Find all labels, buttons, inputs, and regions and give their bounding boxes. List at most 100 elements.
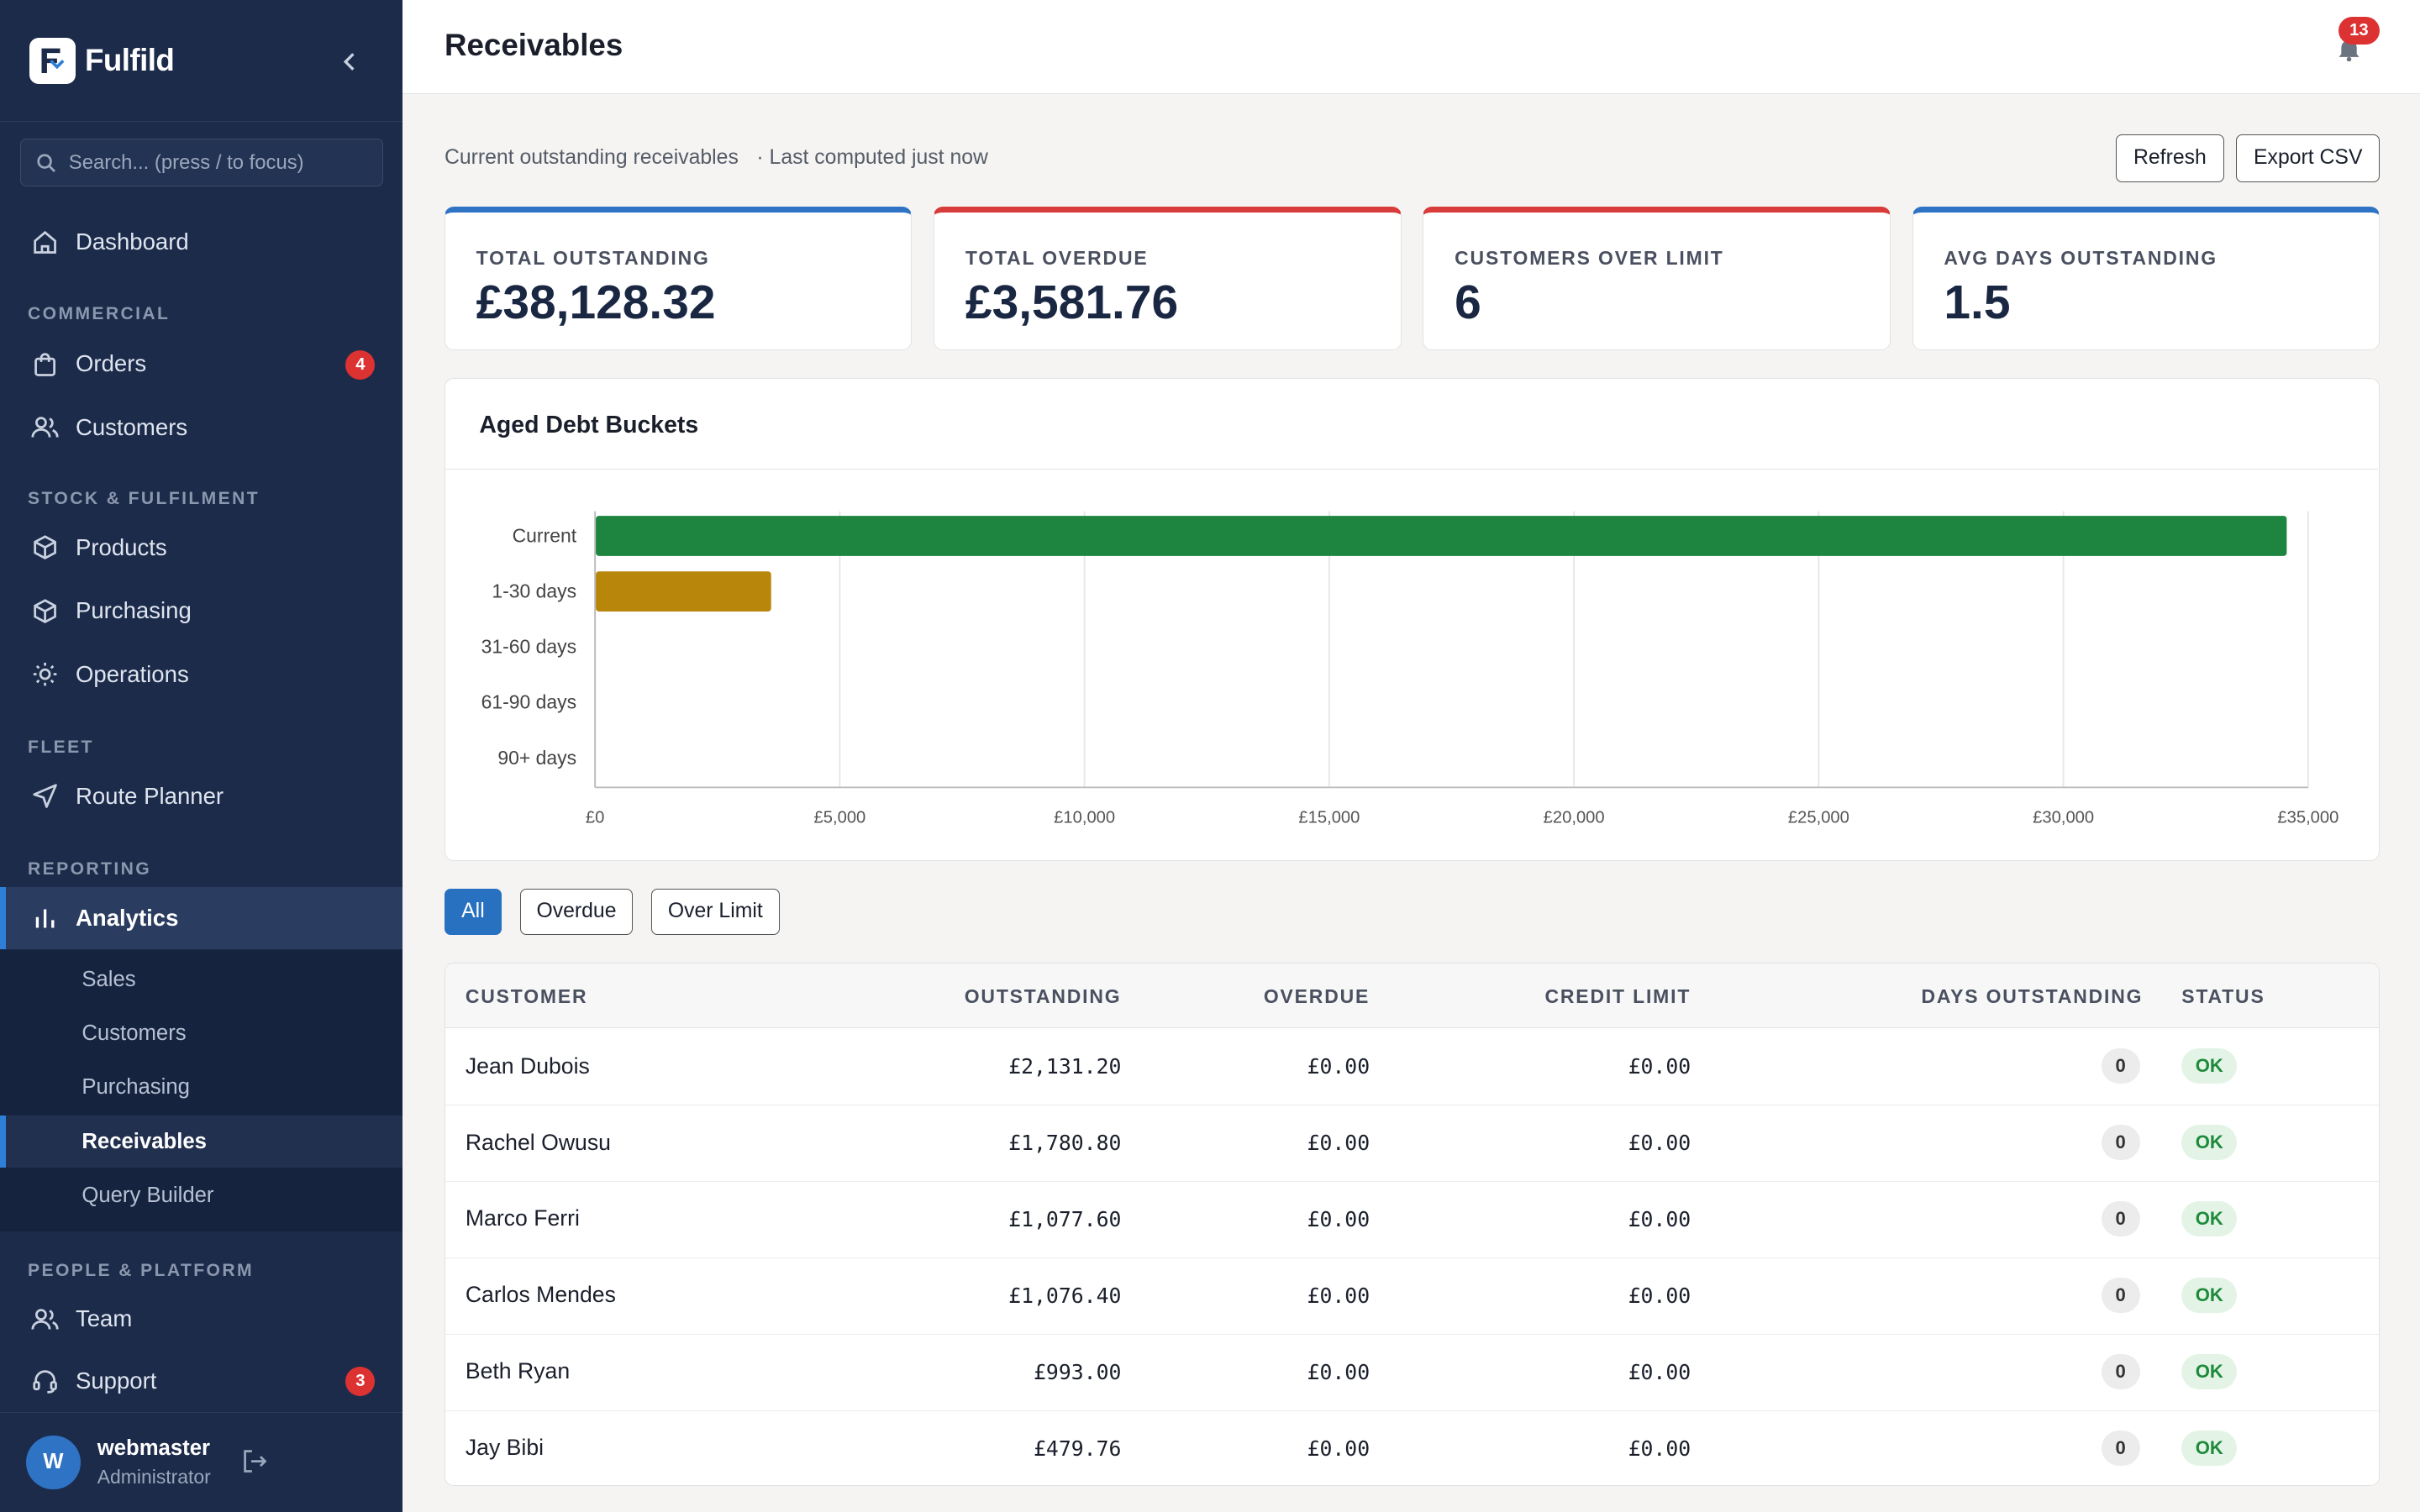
search-input[interactable] [68, 150, 378, 175]
kpi-label: TOTAL OUTSTANDING [476, 246, 710, 269]
col-status[interactable]: STATUS [2181, 984, 2265, 1007]
table-header: CUSTOMER OUTSTANDING OVERDUE CREDIT LIMI… [445, 963, 2380, 1029]
cell-credit-limit: £0.00 [1628, 1131, 1691, 1156]
support-count-badge: 3 [345, 1367, 376, 1397]
x-tick-label: £30,000 [2033, 809, 2094, 827]
refresh-button[interactable]: Refresh [2116, 134, 2224, 182]
filter-all[interactable]: All [444, 888, 502, 936]
table-row[interactable]: Carlos Mendes £1,076.40 £0.00 £0.00 0 OK [445, 1257, 2380, 1335]
status-badge: OK [2181, 1353, 2238, 1389]
nav-products[interactable]: Products [0, 517, 402, 578]
shopping-bag-icon [31, 350, 59, 378]
col-outstanding[interactable]: OUTSTANDING [964, 984, 1122, 1007]
x-tick-label: £0 [586, 809, 604, 827]
cell-overdue: £0.00 [1307, 1054, 1370, 1079]
last-computed: · Last computed just now [756, 146, 988, 170]
nav-team[interactable]: Team [0, 1289, 402, 1350]
nav-support[interactable]: Support 3 [0, 1350, 402, 1411]
kpi-value: £3,581.76 [965, 275, 1179, 329]
bar-chart-icon [31, 904, 59, 932]
sidebar: Fulfild Dashboard COMMERCIAL Orders 4 Cu… [0, 0, 403, 1512]
nav-team-label: Team [75, 1305, 133, 1332]
nav-analytics[interactable]: Analytics [0, 887, 403, 949]
subnav-customers[interactable]: Customers [82, 1021, 187, 1046]
nav-dashboard[interactable]: Dashboard [0, 212, 402, 273]
subnav-sales[interactable]: Sales [82, 967, 136, 991]
navigation-icon [31, 782, 59, 810]
box-icon [31, 533, 59, 561]
cell-outstanding: £1,076.40 [1008, 1284, 1122, 1309]
x-tick-label: £10,000 [1054, 809, 1115, 827]
y-category-label: 31-60 days [481, 636, 577, 658]
table-row[interactable]: Marco Ferri £1,077.60 £0.00 £0.00 0 OK [445, 1181, 2380, 1258]
brand: Fulfild [0, 0, 403, 123]
table-row[interactable]: Jean Dubois £2,131.20 £0.00 £0.00 0 OK [445, 1028, 2380, 1106]
kpi-label: CUSTOMERS OVER LIMIT [1455, 246, 1724, 269]
kpi-total-outstanding: TOTAL OUTSTANDING £38,128.32 [444, 207, 913, 350]
table-row[interactable]: Beth Ryan £993.00 £0.00 £0.00 0 OK [445, 1334, 2380, 1411]
nav-purchasing-label: Purchasing [75, 597, 192, 624]
cell-credit-limit: £0.00 [1628, 1207, 1691, 1232]
y-category-label: Current [513, 525, 577, 547]
days-badge: 0 [2101, 1430, 2140, 1466]
cell-credit-limit: £0.00 [1628, 1284, 1691, 1309]
y-category-label: 1-30 days [492, 580, 576, 602]
divider [445, 468, 2378, 470]
subnav-receivables[interactable]: Receivables [0, 1115, 403, 1168]
days-badge: 0 [2101, 1277, 2140, 1314]
kpi-total-overdue: TOTAL OVERDUE £3,581.76 [934, 207, 1402, 350]
cell-customer: Jean Dubois [465, 1053, 590, 1079]
nav-orders[interactable]: Orders 4 [0, 333, 402, 395]
nav-operations[interactable]: Operations [0, 643, 402, 705]
box-icon [31, 597, 59, 625]
app-name: Fulfild [85, 43, 175, 78]
col-overdue[interactable]: OVERDUE [1263, 984, 1370, 1007]
days-badge: 0 [2101, 1353, 2140, 1389]
nav-orders-label: Orders [75, 350, 147, 377]
nav-route-planner[interactable]: Route Planner [0, 765, 402, 827]
cell-customer: Rachel Owusu [465, 1129, 611, 1155]
aged-debt-chart: £0 £5,000 £10,000 £15,000 £20,000 £25,000 £30,… [481, 511, 2338, 827]
kpi-label: TOTAL OVERDUE [965, 246, 1149, 269]
home-icon [31, 228, 59, 256]
table-row[interactable]: Rachel Owusu £1,780.80 £0.00 £0.00 0 OK [445, 1105, 2380, 1182]
chart-title: Aged Debt Buckets [479, 411, 699, 438]
chevron-left-icon [344, 53, 355, 71]
cell-credit-limit: £0.00 [1628, 1054, 1691, 1079]
y-category-label: 61-90 days [481, 691, 577, 713]
top-bar: Receivables 13 [402, 0, 2420, 95]
logout-button[interactable] [241, 1448, 267, 1481]
kpi-value: 6 [1455, 275, 1481, 329]
subnav-query-builder[interactable]: Query Builder [82, 1183, 214, 1207]
user-name: webmaster [97, 1436, 210, 1461]
cell-outstanding: £479.76 [1034, 1436, 1122, 1462]
status-badge: OK [2181, 1125, 2238, 1161]
cell-credit-limit: £0.00 [1628, 1360, 1691, 1385]
notifications-badge: 13 [2338, 17, 2381, 45]
nav-purchasing[interactable]: Purchasing [0, 580, 402, 642]
collapse-sidebar-button[interactable] [338, 48, 362, 76]
cell-outstanding: £993.00 [1034, 1360, 1122, 1385]
col-credit-limit[interactable]: CREDIT LIMIT [1544, 984, 1691, 1007]
nav-customers[interactable]: Customers [0, 396, 402, 458]
nav-products-label: Products [75, 534, 167, 560]
filter-overdue[interactable]: Overdue [519, 888, 634, 936]
table-row[interactable]: Jay Bibi £479.76 £0.00 £0.00 0 OK [445, 1410, 2379, 1485]
analytics-subnav: Sales Customers Purchasing Receivables Q… [0, 950, 403, 1231]
cell-customer: Carlos Mendes [465, 1282, 616, 1308]
logo-icon [29, 37, 76, 84]
section-people: PEOPLE & PLATFORM [28, 1260, 254, 1280]
filter-over-limit[interactable]: Over Limit [651, 888, 780, 936]
avatar[interactable]: W [26, 1435, 81, 1489]
nav-dashboard-label: Dashboard [75, 228, 189, 255]
col-customer[interactable]: CUSTOMER [465, 984, 588, 1007]
section-commercial: COMMERCIAL [28, 303, 171, 323]
x-tick-label: £5,000 [813, 809, 865, 827]
days-badge: 0 [2101, 1048, 2140, 1084]
x-tick-label: £25,000 [1788, 809, 1849, 827]
col-days-outstanding[interactable]: DAYS OUTSTANDING [1921, 984, 2144, 1007]
cell-outstanding: £2,131.20 [1008, 1054, 1122, 1079]
export-csv-button[interactable]: Export CSV [2236, 134, 2381, 182]
subnav-purchasing[interactable]: Purchasing [82, 1075, 190, 1100]
search-box[interactable] [19, 139, 383, 187]
